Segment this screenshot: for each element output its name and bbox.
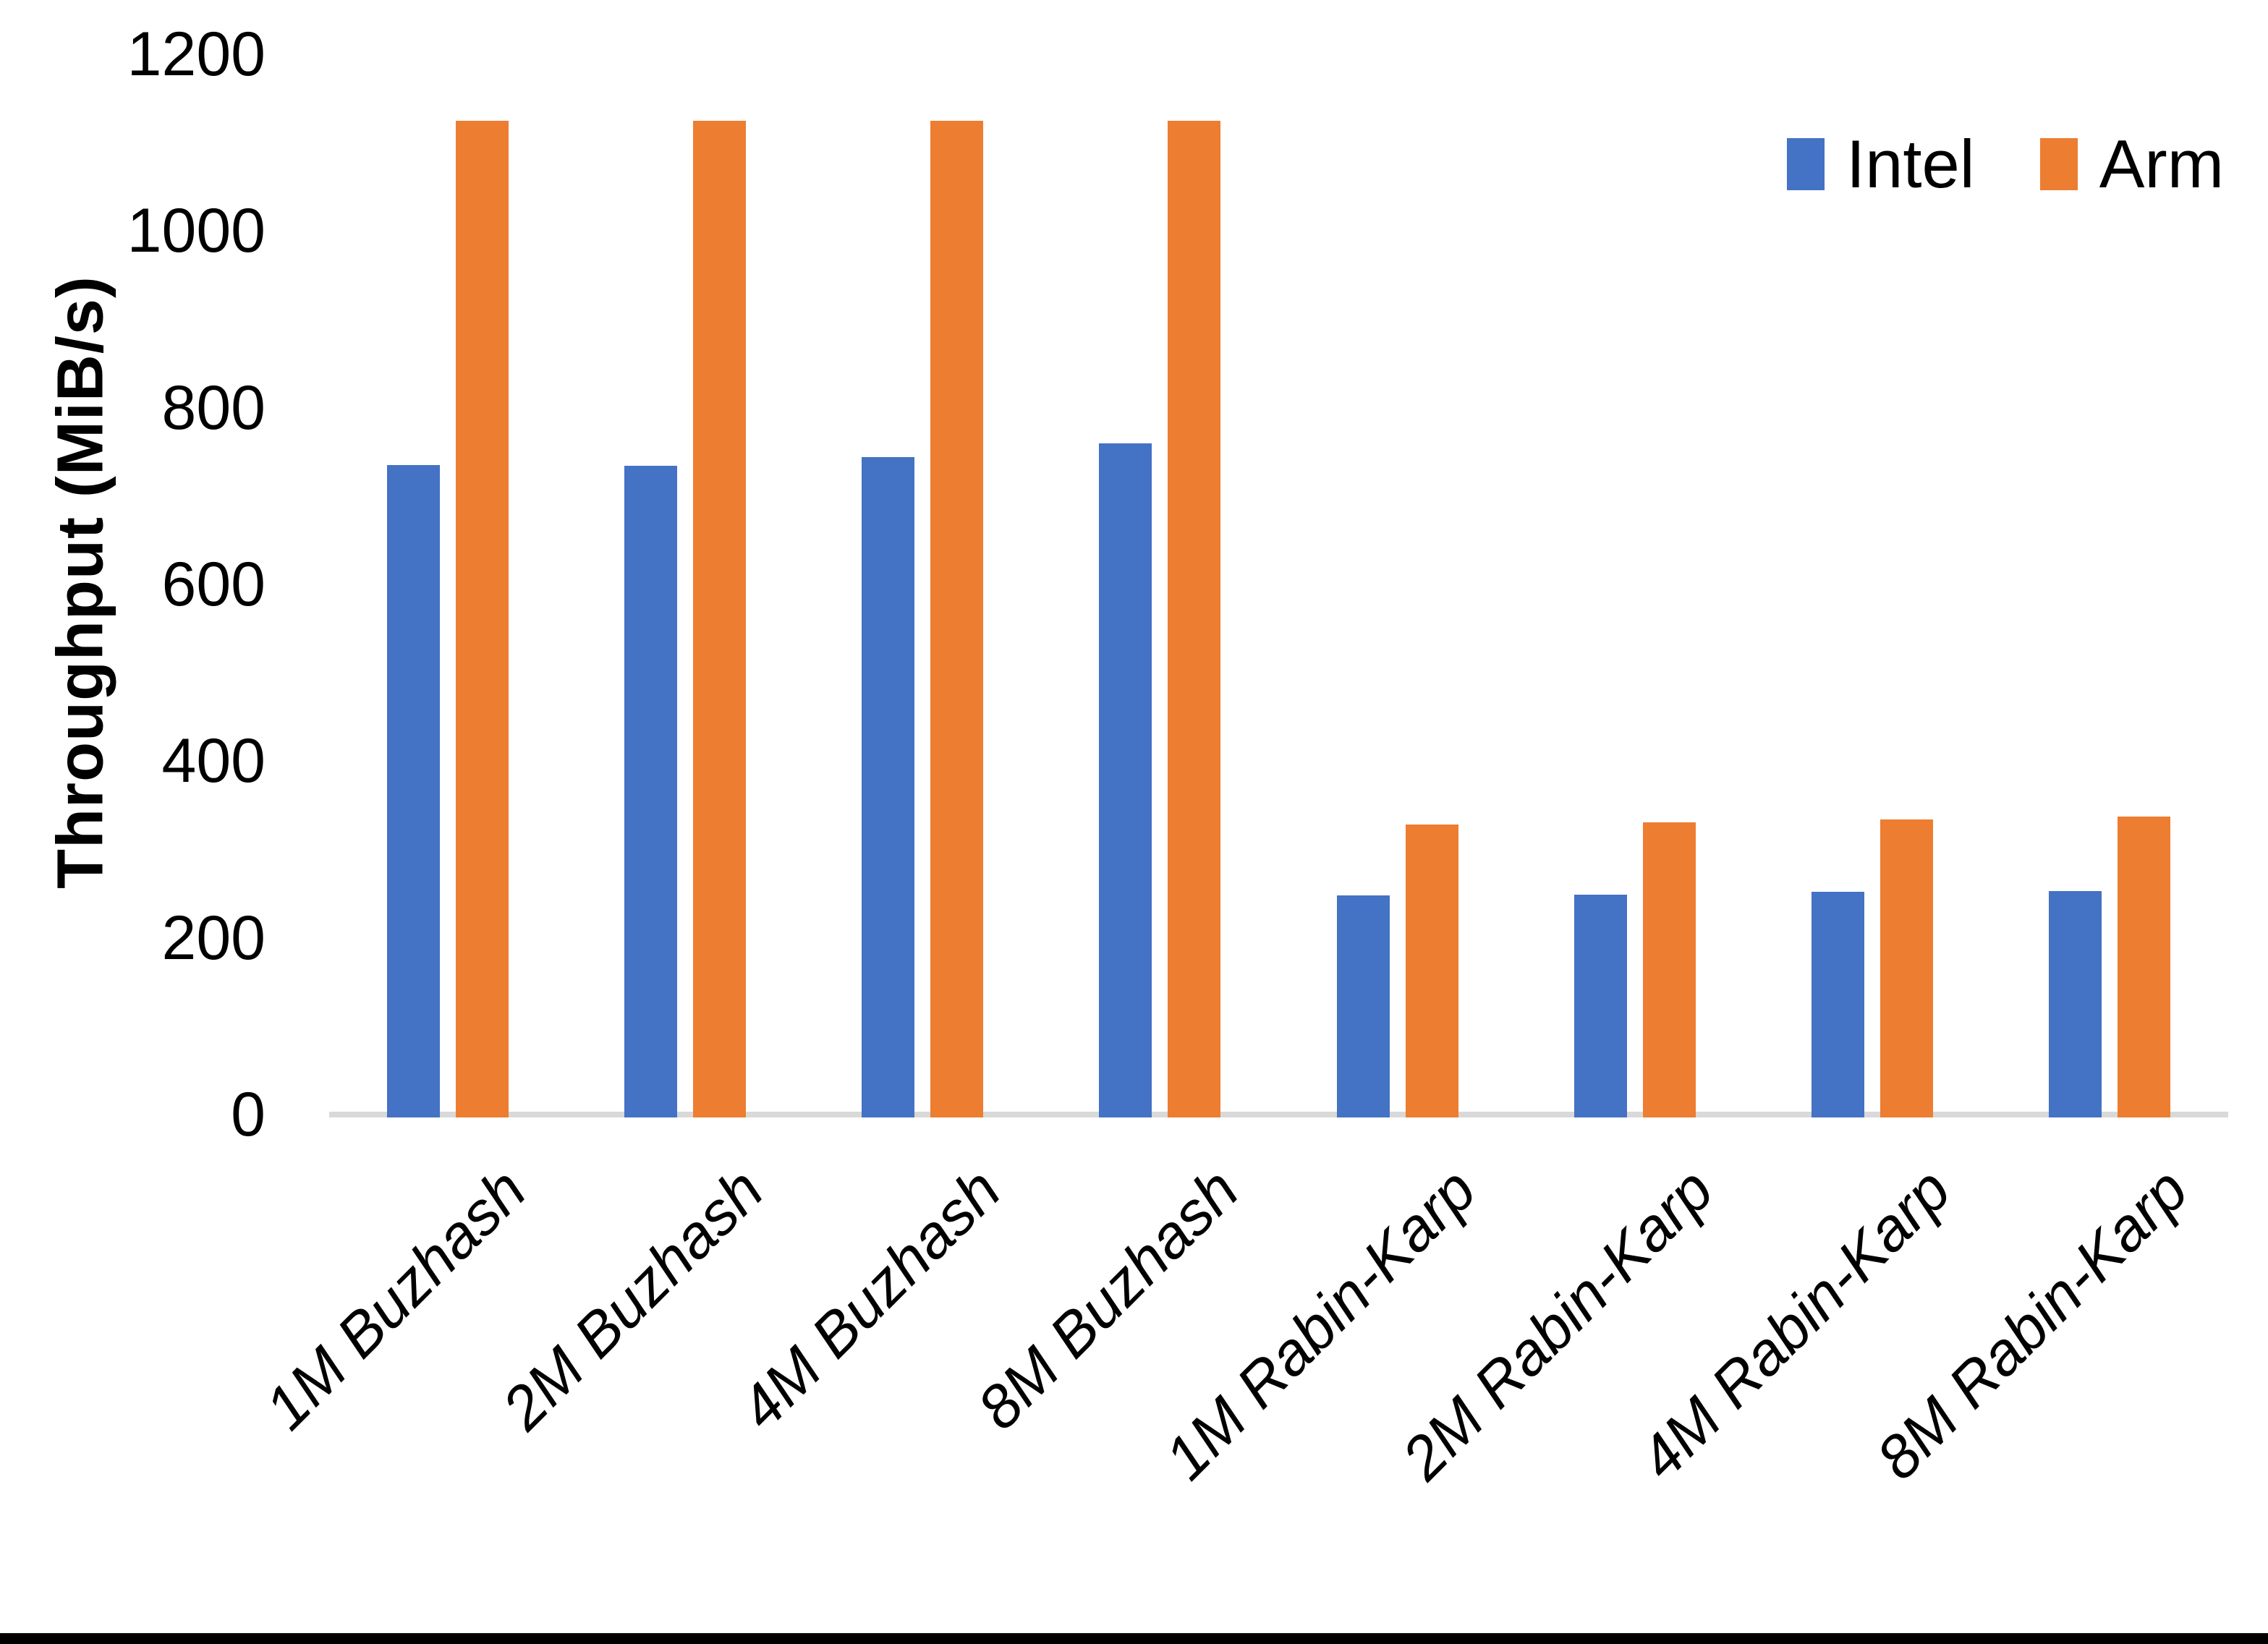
bar-arm-1 bbox=[456, 120, 509, 1117]
y-tick-label: 400 bbox=[161, 726, 266, 796]
bar-intel-1 bbox=[387, 465, 441, 1117]
y-tick-label: 800 bbox=[161, 372, 266, 443]
legend-swatch-arm bbox=[2039, 138, 2078, 190]
bar-intel-5 bbox=[1336, 895, 1390, 1117]
bar-arm-3 bbox=[930, 120, 984, 1117]
legend-label-intel: Intel bbox=[1846, 126, 1975, 202]
bar-arm-5 bbox=[1405, 825, 1458, 1117]
bar-intel-6 bbox=[1573, 894, 1627, 1117]
legend-label-arm: Arm bbox=[2099, 126, 2224, 202]
bar-arm-6 bbox=[1642, 822, 1696, 1117]
bar-arm-8 bbox=[2117, 817, 2170, 1117]
y-tick-label: 600 bbox=[161, 550, 266, 619]
legend-item-intel: Intel bbox=[1787, 130, 1975, 198]
y-tick-label: 1200 bbox=[127, 20, 266, 89]
bar-intel-8 bbox=[2048, 890, 2102, 1117]
legend: Intel Arm bbox=[1787, 130, 2224, 198]
legend-swatch-intel bbox=[1787, 138, 1825, 190]
y-tick-label: 1000 bbox=[127, 196, 266, 266]
y-tick-label: 200 bbox=[161, 903, 266, 973]
bar-intel-2 bbox=[624, 466, 678, 1117]
bar-intel-3 bbox=[862, 457, 915, 1117]
y-tick-label: 0 bbox=[231, 1080, 266, 1149]
bottom-border-bar bbox=[0, 1633, 2268, 1644]
bar-arm-4 bbox=[1168, 120, 1221, 1117]
bar-arm-7 bbox=[1880, 819, 1933, 1117]
legend-item-arm: Arm bbox=[2039, 126, 2224, 202]
bar-arm-2 bbox=[693, 120, 747, 1117]
x-axis-line bbox=[329, 1112, 2228, 1117]
bar-intel-4 bbox=[1099, 443, 1152, 1117]
bar-intel-7 bbox=[1811, 892, 1864, 1117]
